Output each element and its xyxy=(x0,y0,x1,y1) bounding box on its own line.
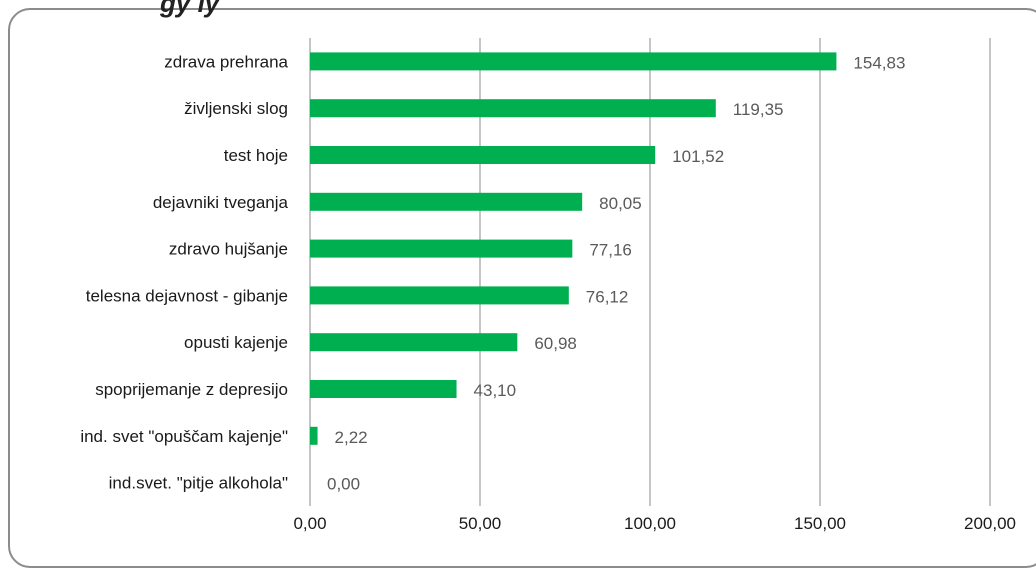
x-tick-label: 100,00 xyxy=(624,514,676,533)
data-label: 77,16 xyxy=(589,241,632,260)
x-tick-label: 0,00 xyxy=(293,514,326,533)
category-label: zdrava prehrana xyxy=(164,52,288,71)
bar xyxy=(310,99,716,118)
data-label: 119,35 xyxy=(733,100,784,119)
x-tick-label: 50,00 xyxy=(459,514,502,533)
category-label: ind. svet "opuščam kajenje" xyxy=(80,427,288,446)
bar xyxy=(310,146,656,164)
data-label: 2,22 xyxy=(335,428,368,447)
category-label: telesna dejavnost - gibanje xyxy=(86,286,288,305)
data-label: 80,05 xyxy=(599,194,642,213)
bar xyxy=(310,380,457,398)
bar xyxy=(310,239,573,258)
category-label: opusti kajenje xyxy=(184,333,288,352)
bar xyxy=(310,333,518,352)
category-label: ind.svet. "pitje alkohola" xyxy=(109,474,288,493)
bar xyxy=(310,192,583,211)
data-label: 101,52 xyxy=(672,147,724,166)
category-label: življenski slog xyxy=(184,99,288,118)
bar xyxy=(310,426,318,445)
category-label: dejavniki tveganja xyxy=(153,193,289,212)
data-label: 154,83 xyxy=(853,53,905,72)
bar-chart: 0,00 50,00 100,00 150,00 200,00 zdrava prehra… xyxy=(80,38,1016,533)
x-tick-label: 150,00 xyxy=(794,514,846,533)
data-label: 0,00 xyxy=(327,475,360,494)
data-label: 43,10 xyxy=(474,381,517,400)
x-tick-label: 200,00 xyxy=(964,514,1016,533)
data-label: 76,12 xyxy=(586,287,629,306)
chart-title-fragment: gy ly xyxy=(160,0,220,18)
bar xyxy=(310,52,837,71)
bar xyxy=(310,286,569,305)
category-label: spoprijemanje z depresijo xyxy=(95,380,288,399)
category-label: zdravo hujšanje xyxy=(169,240,288,259)
data-label: 60,98 xyxy=(534,334,577,353)
category-label: test hoje xyxy=(224,146,288,165)
